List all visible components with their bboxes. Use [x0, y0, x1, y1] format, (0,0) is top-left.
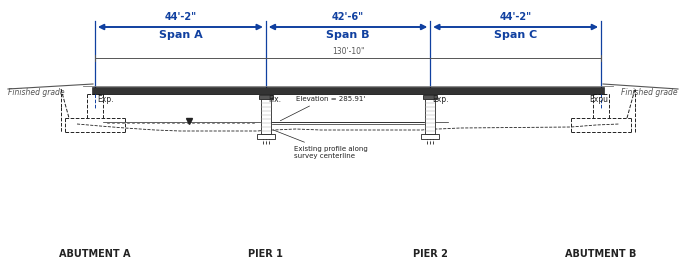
Bar [421, 134, 439, 139]
Text: Existing profile along
survey centerline: Existing profile along survey centerline [274, 130, 368, 159]
Bar [425, 99, 435, 134]
Text: Span B: Span B [327, 30, 370, 40]
Text: Exp.: Exp. [97, 95, 113, 104]
Bar [423, 95, 437, 99]
Text: ABUTMENT B: ABUTMENT B [565, 249, 637, 259]
Text: Span A: Span A [158, 30, 202, 40]
Bar [259, 95, 273, 99]
Text: Normal Water
Elevation = 285.91': Normal Water Elevation = 285.91' [281, 89, 365, 121]
Text: PIER 1: PIER 1 [248, 249, 283, 259]
Text: Exp.: Exp. [432, 95, 449, 104]
Bar [261, 99, 271, 134]
Text: 44'-2": 44'-2" [499, 12, 532, 22]
Text: 42'-6": 42'-6" [332, 12, 364, 22]
Text: Finished grade: Finished grade [8, 88, 64, 97]
Text: PIER 2: PIER 2 [413, 249, 448, 259]
Text: 44'-2": 44'-2" [165, 12, 196, 22]
Text: Finished grade: Finished grade [622, 88, 678, 97]
Text: 130'-10": 130'-10" [332, 47, 364, 56]
Text: Span C: Span C [494, 30, 537, 40]
Text: Fix.: Fix. [268, 95, 281, 104]
Bar [257, 134, 275, 139]
Text: Expu: Expu [589, 95, 608, 104]
Text: ABUTMENT A: ABUTMENT A [59, 249, 131, 259]
Bar [92, 87, 604, 94]
